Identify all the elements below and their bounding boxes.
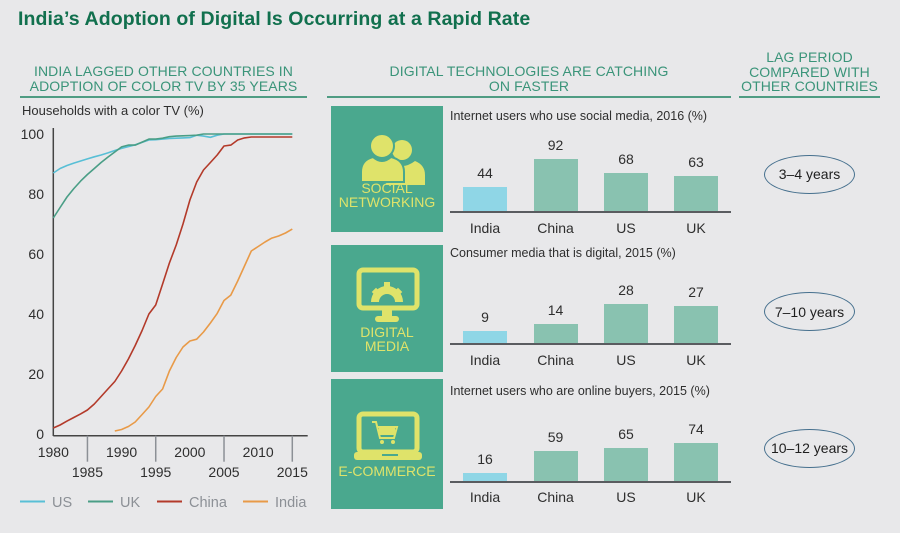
right-column-header: LAG PERIOD COMPARED WITH OTHER COUNTRIES: [739, 50, 880, 94]
bar-us: [604, 447, 648, 482]
middle-header-line-1: DIGITAL TECHNOLOGIES ARE CATCHING: [389, 63, 669, 79]
legend: US UK China India: [20, 495, 307, 511]
x-tick-label: 2010: [243, 444, 274, 460]
bar-baseline: [450, 210, 731, 213]
left-header-line-1: INDIA LAGGED OTHER COUNTRIES IN: [33, 63, 294, 79]
bar-uk: [674, 443, 718, 482]
legend-item-india: India: [243, 495, 307, 511]
bar-india: [463, 473, 507, 482]
bar-chart-title: Consumer media that is digital, 2015 (%): [450, 246, 676, 260]
y-tick-label: 20: [28, 366, 44, 382]
bar-category-label: US: [616, 220, 636, 236]
legend-label: US: [52, 495, 72, 511]
right-header-line-2: COMPARED WITH: [749, 63, 870, 80]
legend-label: China: [189, 495, 228, 511]
x-tick-label: 2000: [174, 444, 205, 460]
y-tick-label: 100: [21, 126, 45, 142]
x-tick-label: 2005: [208, 464, 239, 480]
lag-period-badge: 7–10 years: [764, 292, 855, 332]
lag-period-badge: 10–12 years: [764, 428, 855, 468]
bar-category-label: UK: [686, 489, 706, 505]
legend-item-china: China: [157, 495, 228, 511]
middle-header-divider: [327, 96, 731, 98]
tile-label: SOCIAL: [361, 180, 413, 196]
left-column-header: INDIA LAGGED OTHER COUNTRIES IN ADOPTION…: [20, 64, 307, 93]
bar-value-label: 9: [481, 309, 489, 326]
bar-value-label: 27: [688, 283, 704, 300]
left-header-line-2: ADOPTION OF COLOR TV BY 35 YEARS: [29, 77, 298, 94]
bar-value-label: 28: [618, 282, 634, 299]
color-tv-line-chart: Households with a color TV (%) 0 20 40 60 80…: [20, 103, 308, 511]
legend-label: UK: [120, 495, 140, 511]
bar-us: [604, 304, 648, 345]
bar-chart-title: Internet users who are online buyers, 20…: [450, 384, 710, 398]
bar-category-label: UK: [686, 352, 706, 368]
y-tick-labels: 0 20 40 60 80 100: [21, 126, 45, 442]
bar-value-label: 59: [547, 429, 564, 446]
bar-value-label: 63: [688, 153, 704, 170]
legend-label: India: [275, 495, 307, 511]
right-header-divider: [739, 96, 880, 98]
series-line-china: [52, 136, 293, 429]
series-line-us: [52, 133, 293, 174]
x-tick-label: 1990: [106, 444, 137, 460]
page-title: India’s Adoption of Digital Is Occurring…: [18, 8, 531, 30]
bar-china: [533, 159, 578, 212]
bar-category-label: China: [537, 220, 574, 236]
legend-item-uk: UK: [88, 495, 140, 511]
legend-item-us: US: [20, 495, 72, 511]
y-tick-label: 60: [28, 246, 44, 262]
tile-label: DIGITAL: [360, 324, 414, 340]
middle-header-line-2: ON FASTER: [488, 77, 570, 94]
series-line-uk: [52, 133, 293, 219]
tile-label: E-COMMERCE: [338, 463, 436, 479]
bar-baseline: [450, 480, 731, 483]
bar-india: [463, 186, 507, 212]
x-tick-label: 1985: [72, 464, 103, 480]
bar-value-label: 92: [547, 137, 564, 154]
bar-value-label: 14: [547, 302, 564, 319]
bar-category-label: India: [469, 220, 501, 236]
bar-china: [533, 451, 578, 482]
left-header-divider: [20, 96, 307, 98]
bar-value-label: 74: [688, 421, 704, 438]
y-tick-label: 80: [28, 186, 44, 202]
bar-us: [604, 172, 648, 212]
category-tile: E-COMMERCE: [331, 379, 443, 509]
middle-column-header: DIGITAL TECHNOLOGIES ARE CATCHING ON FAS…: [327, 64, 731, 93]
bar-baseline: [450, 343, 731, 346]
y-tick-label: 40: [28, 306, 44, 322]
right-header-line-3: OTHER COUNTRIES: [741, 78, 878, 94]
bar-category-label: UK: [686, 220, 706, 236]
tile-label: MEDIA: [364, 338, 410, 354]
bar-category-label: India: [469, 489, 501, 505]
bar-category-label: India: [469, 352, 501, 368]
bar-value-label: 65: [618, 425, 634, 442]
bar-category-label: China: [537, 352, 574, 368]
bar-value-label: 16: [477, 451, 493, 468]
category-tile: SOCIAL NETWORKING: [331, 106, 443, 232]
series-lines: [52, 133, 293, 432]
bar-uk: [674, 175, 718, 212]
bar-china: [533, 324, 578, 345]
x-tick-label: 2015: [277, 464, 308, 480]
bar-category-label: US: [616, 352, 636, 368]
y-tick-label: 0: [36, 426, 44, 442]
x-tick-labels: 1980 1990 2000 2010 1985 1995 2005 2015: [38, 435, 308, 480]
bar-india: [463, 331, 507, 345]
series-line-india: [114, 228, 293, 432]
bar-category-label: China: [537, 489, 574, 505]
tile-label: NETWORKING: [338, 194, 436, 210]
lag-period-badge: 3–4 years: [764, 154, 855, 194]
bar-value-label: 44: [477, 164, 493, 181]
x-tick-label: 1980: [38, 444, 69, 460]
bar-category-label: US: [616, 489, 636, 505]
right-header-line-1: LAG PERIOD: [766, 49, 853, 65]
y-axis-title: Households with a color TV (%): [22, 103, 204, 118]
category-tile: DIGITAL MEDIA: [331, 244, 443, 372]
x-tick-label: 1995: [140, 464, 171, 480]
bar-uk: [674, 305, 718, 345]
bar-chart-title: Internet users who use social media, 201…: [450, 109, 708, 123]
bar-value-label: 68: [618, 150, 634, 167]
